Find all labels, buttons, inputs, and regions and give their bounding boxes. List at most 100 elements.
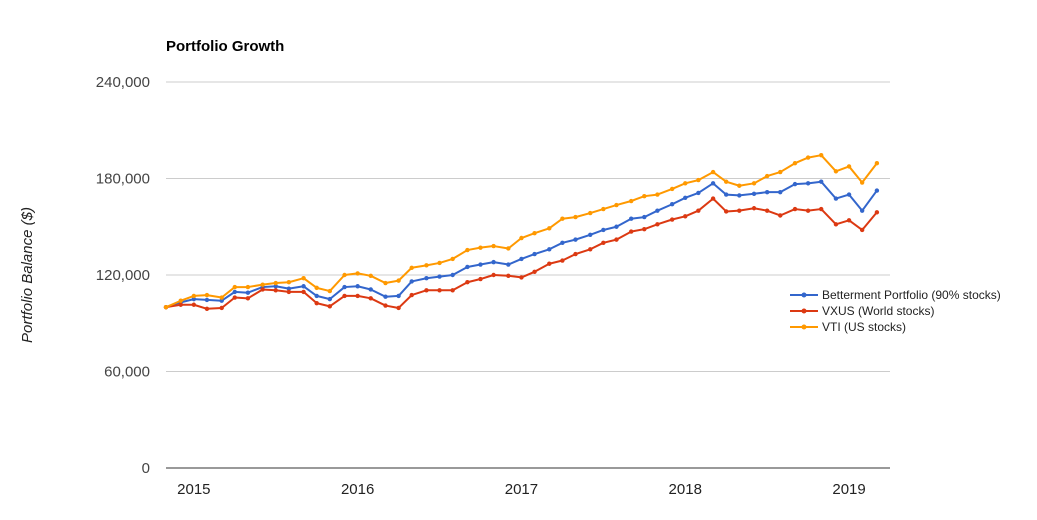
data-point[interactable]: [588, 210, 593, 216]
data-point[interactable]: [437, 274, 442, 279]
data-point[interactable]: [450, 256, 455, 262]
data-point[interactable]: [383, 303, 388, 308]
data-point[interactable]: [219, 295, 224, 300]
data-point[interactable]: [764, 173, 770, 179]
data-point[interactable]: [778, 189, 783, 195]
legend-item[interactable]: Betterment Portfolio (90% stocks): [790, 288, 1001, 302]
data-point[interactable]: [301, 284, 306, 289]
data-point[interactable]: [601, 227, 606, 233]
data-point[interactable]: [409, 292, 414, 298]
data-point[interactable]: [273, 280, 278, 286]
data-point[interactable]: [355, 293, 360, 299]
data-point[interactable]: [601, 240, 606, 246]
data-point[interactable]: [547, 226, 552, 231]
data-point[interactable]: [655, 222, 660, 227]
data-point[interactable]: [764, 189, 770, 195]
data-point[interactable]: [355, 284, 360, 289]
data-point[interactable]: [710, 196, 716, 201]
data-point[interactable]: [723, 209, 729, 214]
data-point[interactable]: [696, 177, 701, 183]
data-point[interactable]: [506, 262, 511, 267]
data-point[interactable]: [859, 208, 865, 213]
data-point[interactable]: [874, 188, 880, 193]
data-point[interactable]: [560, 240, 565, 246]
data-point[interactable]: [314, 293, 319, 299]
data-point[interactable]: [465, 280, 470, 285]
data-point[interactable]: [450, 272, 455, 278]
data-point[interactable]: [669, 186, 675, 192]
data-point[interactable]: [792, 161, 798, 166]
data-point[interactable]: [232, 295, 237, 300]
data-point[interactable]: [778, 169, 783, 175]
series-2[interactable]: [163, 196, 880, 311]
data-point[interactable]: [478, 262, 483, 267]
data-point[interactable]: [204, 306, 210, 311]
data-point[interactable]: [383, 280, 388, 286]
data-point[interactable]: [642, 226, 647, 232]
data-point[interactable]: [491, 272, 496, 278]
data-point[interactable]: [191, 293, 197, 299]
data-point[interactable]: [792, 181, 798, 187]
series-line[interactable]: [165, 197, 878, 310]
data-point[interactable]: [245, 290, 251, 295]
data-point[interactable]: [532, 269, 537, 274]
data-point[interactable]: [628, 229, 634, 234]
data-point[interactable]: [465, 247, 470, 253]
data-point[interactable]: [178, 298, 183, 303]
data-point[interactable]: [178, 302, 183, 307]
data-point[interactable]: [355, 271, 360, 276]
data-point[interactable]: [792, 206, 798, 212]
data-point[interactable]: [655, 208, 660, 213]
data-point[interactable]: [301, 289, 306, 295]
legend-item[interactable]: VXUS (World stocks): [790, 304, 934, 318]
data-point[interactable]: [547, 247, 552, 252]
data-point[interactable]: [710, 169, 716, 175]
data-point[interactable]: [314, 285, 319, 291]
data-point[interactable]: [588, 232, 593, 237]
data-point[interactable]: [601, 206, 606, 212]
data-point[interactable]: [846, 164, 852, 169]
data-point[interactable]: [506, 246, 511, 251]
legend[interactable]: Betterment Portfolio (90% stocks) VXUS (W…: [790, 288, 1001, 334]
data-point[interactable]: [368, 287, 373, 292]
data-point[interactable]: [614, 224, 619, 229]
data-point[interactable]: [286, 289, 292, 295]
data-point[interactable]: [219, 305, 224, 311]
data-point[interactable]: [833, 196, 839, 201]
data-point[interactable]: [191, 296, 197, 302]
data-point[interactable]: [260, 282, 265, 287]
data-point[interactable]: [737, 183, 742, 188]
data-point[interactable]: [273, 284, 278, 289]
data-point[interactable]: [764, 208, 770, 213]
data-point[interactable]: [491, 259, 496, 265]
data-point[interactable]: [163, 304, 169, 310]
data-point[interactable]: [368, 296, 373, 301]
data-point[interactable]: [191, 302, 197, 307]
data-point[interactable]: [478, 245, 483, 250]
data-point[interactable]: [859, 227, 865, 233]
data-point[interactable]: [409, 265, 414, 270]
data-point[interactable]: [383, 294, 388, 299]
data-point[interactable]: [628, 216, 634, 221]
data-point[interactable]: [655, 192, 660, 197]
data-point[interactable]: [710, 181, 716, 186]
data-point[interactable]: [519, 256, 524, 262]
data-point[interactable]: [696, 208, 701, 213]
data-point[interactable]: [723, 179, 729, 184]
data-point[interactable]: [573, 251, 578, 257]
data-point[interactable]: [286, 280, 292, 285]
data-point[interactable]: [409, 279, 414, 284]
data-point[interactable]: [273, 288, 278, 293]
data-point[interactable]: [532, 251, 537, 257]
data-point[interactable]: [560, 258, 565, 263]
data-point[interactable]: [778, 213, 783, 218]
data-point[interactable]: [245, 296, 251, 301]
data-point[interactable]: [491, 243, 496, 249]
data-point[interactable]: [833, 169, 839, 174]
data-point[interactable]: [519, 235, 524, 241]
data-point[interactable]: [846, 192, 852, 197]
data-point[interactable]: [846, 218, 852, 223]
data-point[interactable]: [301, 276, 306, 281]
data-point[interactable]: [628, 198, 634, 204]
data-point[interactable]: [547, 261, 552, 266]
